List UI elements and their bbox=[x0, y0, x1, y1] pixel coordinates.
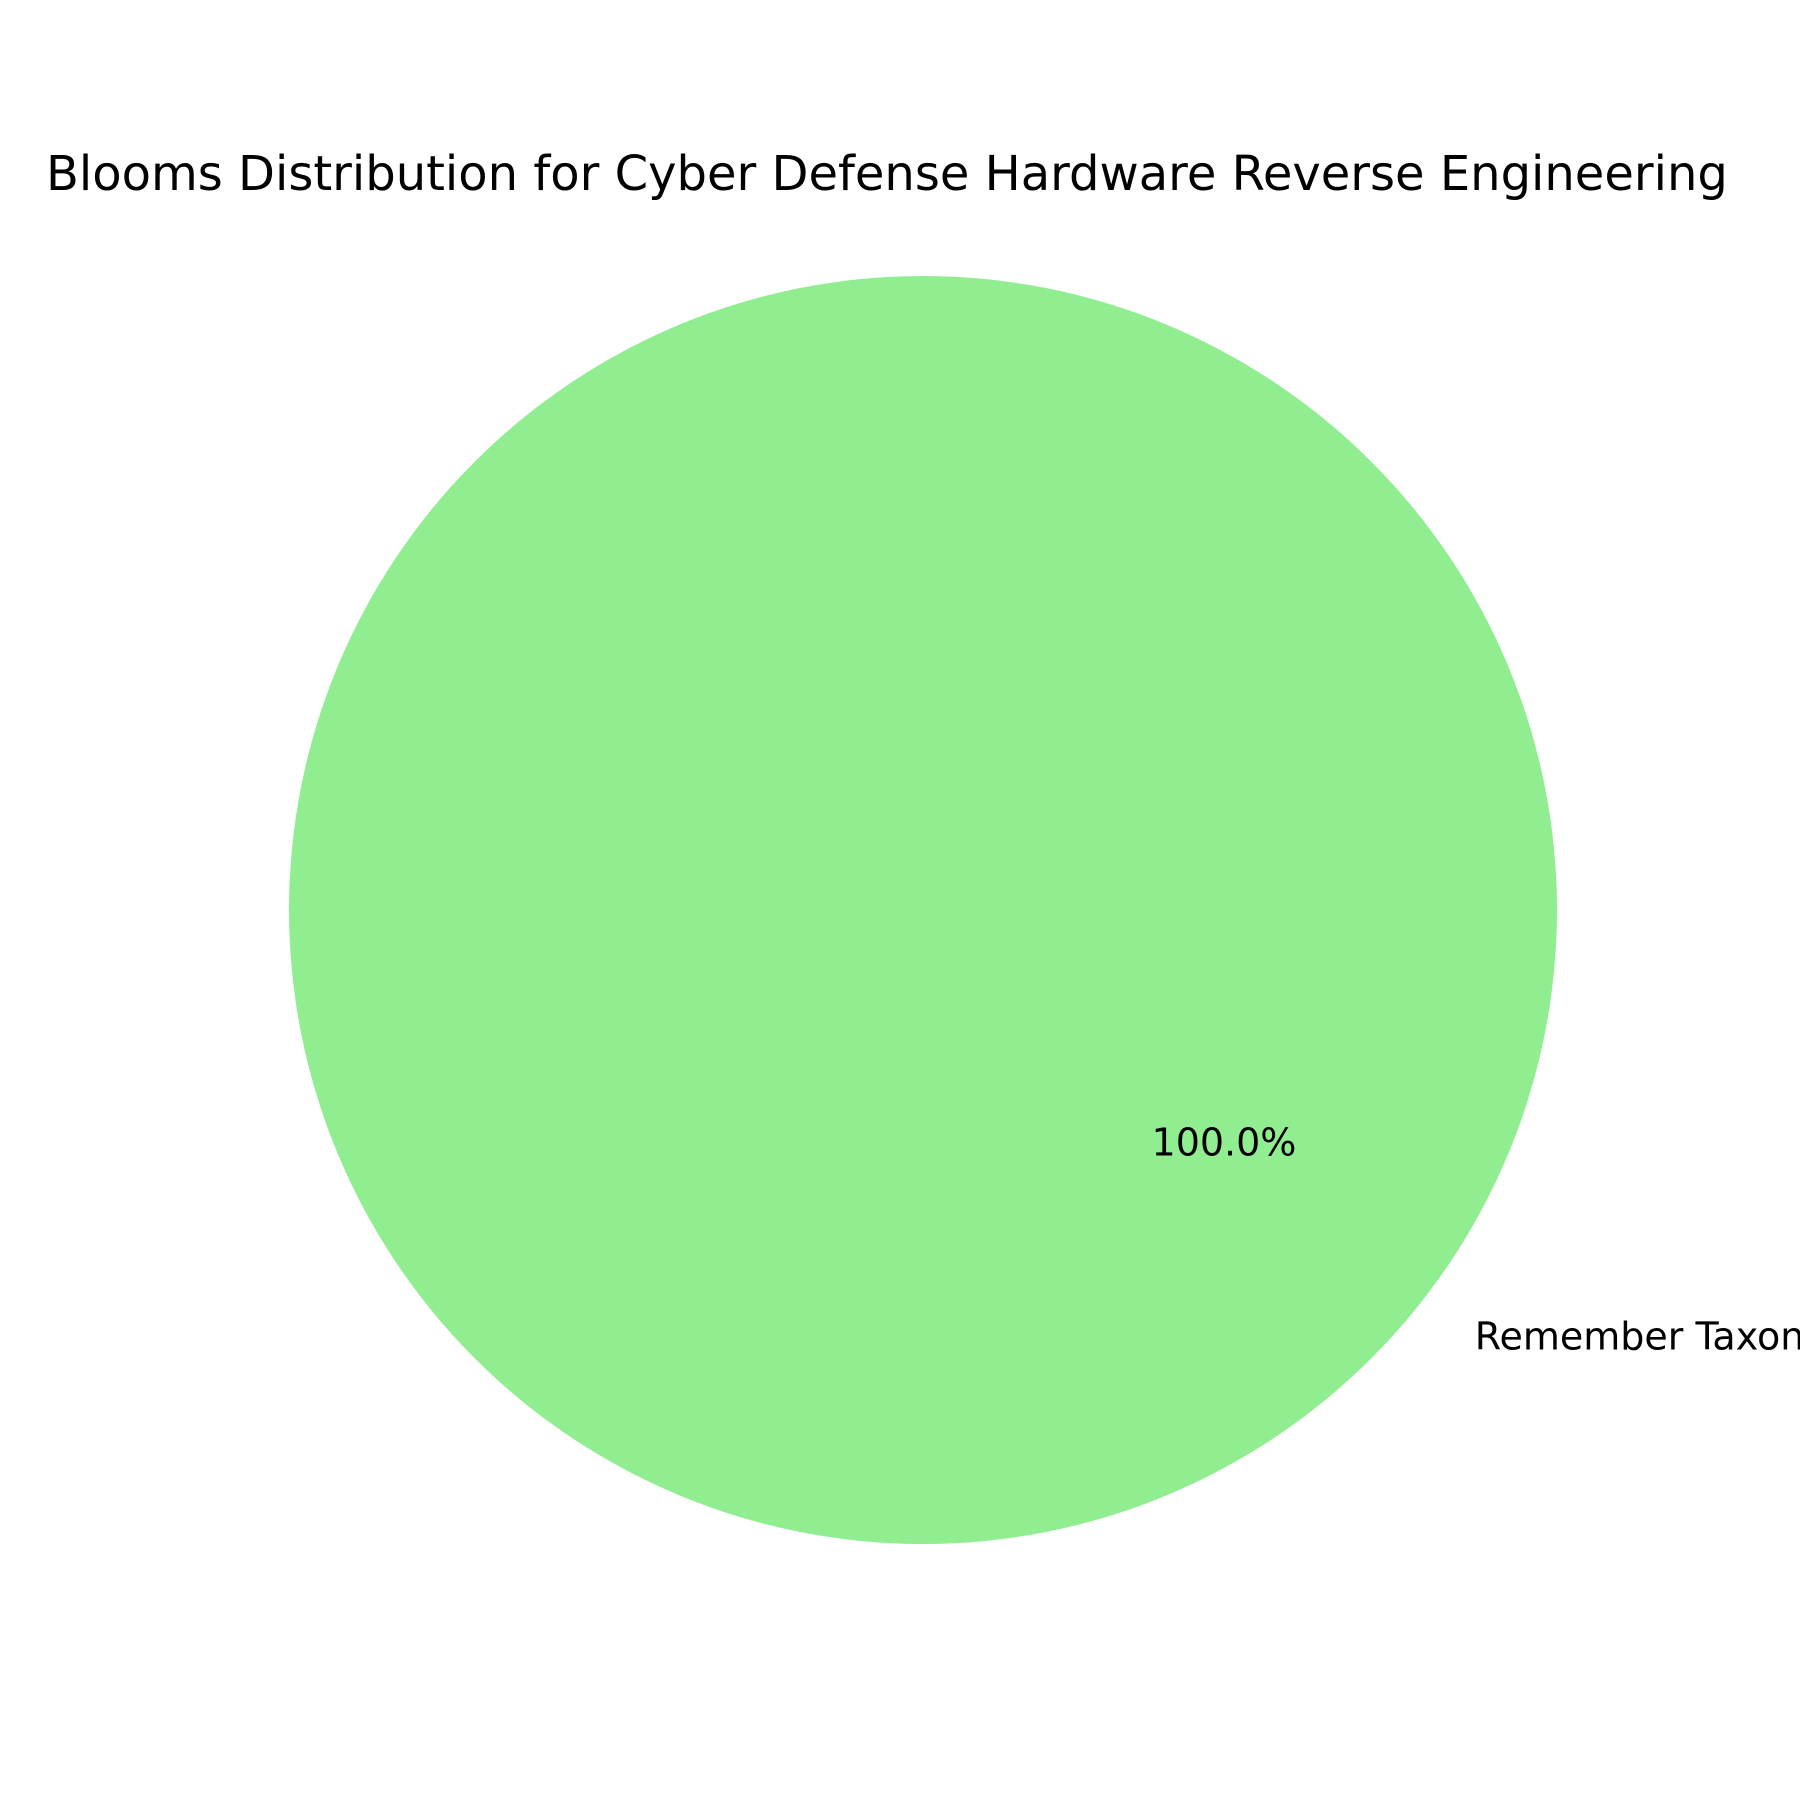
pie-slices bbox=[289, 276, 1557, 1544]
pie-percent-label: 100.0% bbox=[1152, 1121, 1297, 1165]
pie-slice-label: Remember Taxonomy bbox=[1475, 1314, 1800, 1358]
pie-labels: 100.0% Remember Taxonomy bbox=[1152, 1121, 1800, 1359]
pie-slice bbox=[289, 276, 1557, 1544]
chart-title: Blooms Distribution for Cyber Defense Ha… bbox=[46, 146, 1728, 202]
